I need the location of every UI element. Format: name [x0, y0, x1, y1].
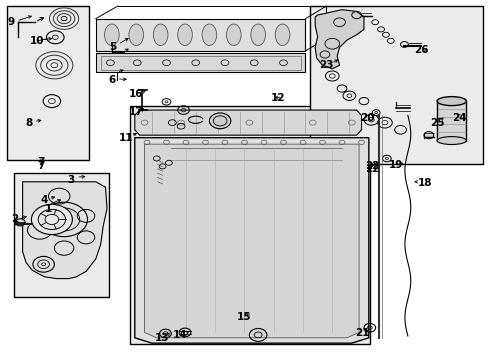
Text: 22: 22	[364, 164, 379, 174]
Ellipse shape	[436, 136, 466, 144]
Bar	[436, 101, 466, 140]
Text: 2: 2	[11, 215, 18, 224]
Ellipse shape	[226, 24, 241, 45]
Bar	[130, 106, 369, 344]
Polygon shape	[96, 53, 305, 72]
Text: 19: 19	[387, 160, 402, 170]
Circle shape	[423, 132, 433, 139]
Bar	[6, 6, 89, 160]
Bar	[14, 173, 109, 297]
Text: 11: 11	[119, 133, 133, 143]
Text: 20: 20	[359, 113, 374, 123]
Text: 14: 14	[172, 330, 187, 340]
Text: 26: 26	[413, 45, 427, 55]
Text: 12: 12	[270, 93, 285, 103]
Text: 7: 7	[38, 161, 45, 171]
Polygon shape	[96, 19, 305, 51]
Circle shape	[31, 204, 72, 234]
Text: 18: 18	[417, 178, 431, 188]
Text: 16: 16	[129, 89, 143, 99]
Text: 4: 4	[41, 195, 48, 205]
Ellipse shape	[129, 24, 143, 45]
Text: 3: 3	[68, 175, 75, 185]
Ellipse shape	[177, 24, 192, 45]
Text: 17: 17	[129, 107, 143, 117]
Text: 10: 10	[30, 36, 44, 46]
Polygon shape	[315, 10, 363, 69]
Text: 8: 8	[25, 118, 33, 128]
Polygon shape	[135, 110, 361, 135]
Ellipse shape	[153, 24, 167, 45]
Text: 13: 13	[154, 333, 168, 343]
Text: 21: 21	[354, 328, 369, 338]
Polygon shape	[144, 144, 358, 338]
Text: 7: 7	[38, 157, 45, 167]
Text: 1: 1	[45, 204, 52, 214]
Text: 15: 15	[237, 312, 251, 322]
Ellipse shape	[202, 24, 216, 45]
Circle shape	[209, 113, 230, 129]
Text: 24: 24	[451, 113, 466, 123]
Text: 22: 22	[364, 161, 379, 171]
Text: 6: 6	[108, 75, 115, 85]
Polygon shape	[22, 182, 107, 279]
Text: 23: 23	[319, 60, 333, 70]
Text: 5: 5	[109, 42, 116, 52]
Ellipse shape	[250, 24, 265, 45]
Ellipse shape	[104, 24, 119, 45]
Text: 25: 25	[429, 118, 444, 128]
Bar	[310, 6, 483, 164]
Polygon shape	[135, 138, 368, 343]
Ellipse shape	[436, 96, 466, 105]
Circle shape	[15, 219, 25, 226]
Text: 9: 9	[8, 17, 15, 27]
Ellipse shape	[275, 24, 289, 45]
